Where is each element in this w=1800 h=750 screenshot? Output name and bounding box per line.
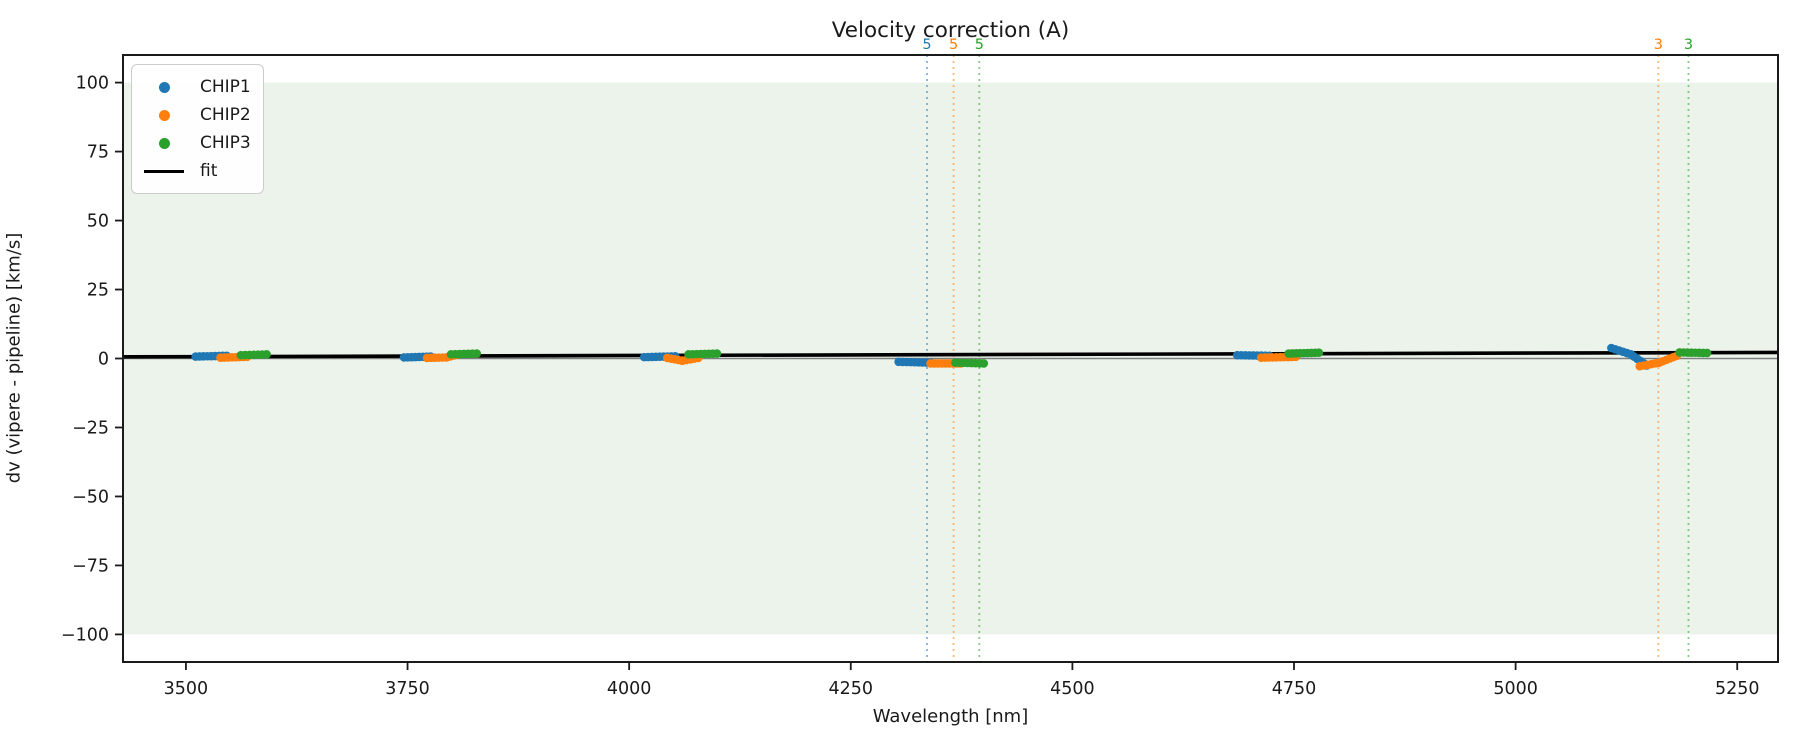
fit-line	[122, 350, 1779, 359]
x-tick-label: 4500	[1050, 679, 1095, 699]
y-axis-label: dv (vipere - pipeline) [km/s]	[3, 232, 25, 484]
fit-line-icon	[140, 169, 188, 173]
x-tick-label: 3500	[164, 679, 209, 699]
chip2-marker-icon	[140, 109, 188, 121]
x-tick-label: 3750	[385, 679, 430, 699]
chip1-marker-icon	[140, 81, 188, 93]
y-tick-label: −50	[72, 487, 109, 507]
y-tick-label: −25	[72, 418, 109, 438]
legend-entry-fit: fit	[140, 157, 251, 185]
x-tick-label: 4250	[829, 679, 874, 699]
y-tick-label: 0	[98, 350, 109, 370]
x-axis-label: Wavelength [nm]	[872, 706, 1029, 727]
scatter-point-chip3	[712, 349, 722, 358]
legend-entry-chip3: CHIP3	[140, 129, 251, 157]
x-tick-label: 5000	[1493, 679, 1538, 699]
chart-title: Velocity correction (A)	[831, 18, 1070, 43]
x-tick-label: 5250	[1715, 679, 1760, 699]
scatter-point-chip3	[262, 350, 271, 359]
legend-entry-chip2: CHIP2	[140, 101, 251, 129]
y-tick-label: 25	[87, 281, 109, 301]
legend: CHIP1 CHIP2 CHIP3 fit	[131, 64, 264, 194]
legend-label: fit	[200, 161, 218, 181]
scatter-point-chip3	[1702, 348, 1712, 358]
x-tick-label: 4750	[1272, 679, 1317, 699]
vline-count-label: 5	[922, 37, 931, 53]
x-tick-label: 4000	[607, 679, 652, 699]
y-tick-label: 75	[87, 143, 109, 163]
legend-label: CHIP1	[200, 77, 251, 97]
y-tick-label: 100	[76, 74, 109, 94]
scatter-point-chip3	[979, 359, 989, 368]
y-tick-label: −75	[72, 556, 109, 576]
legend-label: CHIP2	[200, 105, 251, 125]
legend-label: CHIP3	[200, 133, 251, 153]
legend-entry-chip1: CHIP1	[140, 73, 251, 101]
chip3-marker-icon	[140, 137, 188, 149]
vline-count-label: 3	[1654, 37, 1663, 53]
y-tick-label: −100	[61, 625, 109, 645]
vline-count-label: 5	[975, 37, 984, 53]
vline-count-label: 3	[1684, 37, 1693, 53]
vline-count-label: 5	[949, 37, 958, 53]
scatter-point-chip3	[1314, 348, 1324, 358]
scatter-point-chip3	[472, 349, 481, 358]
y-tick-label: 50	[87, 212, 109, 232]
